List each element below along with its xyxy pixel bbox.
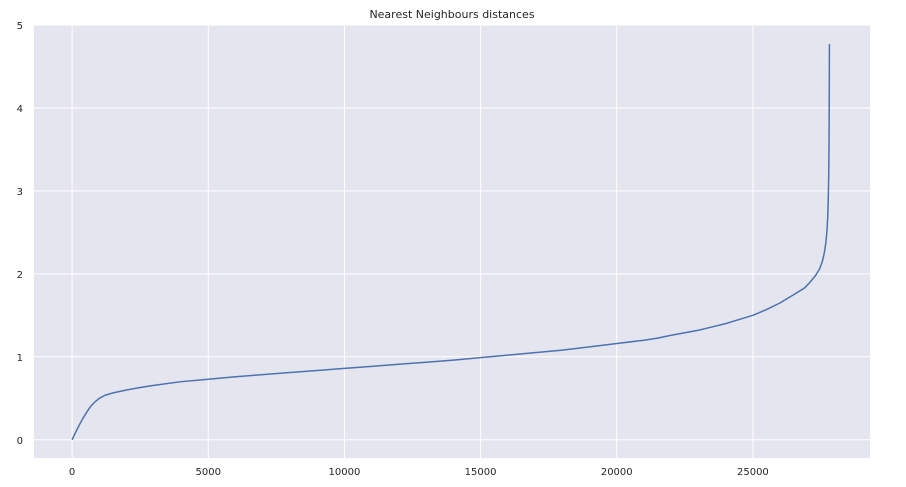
x-tick-label: 25000 bbox=[737, 467, 769, 478]
y-tick-label: 3 bbox=[17, 187, 23, 198]
grid bbox=[34, 24, 870, 458]
x-tick-label: 5000 bbox=[196, 467, 221, 478]
y-tick-label: 5 bbox=[17, 21, 23, 32]
y-tick-label: 4 bbox=[17, 104, 23, 115]
chart-title: Nearest Neighbours distances bbox=[369, 8, 534, 21]
y-tick-label: 1 bbox=[17, 353, 23, 364]
x-axis: 0 5000 10000 15000 20000 25000 bbox=[69, 467, 769, 478]
x-tick-label: 20000 bbox=[601, 467, 633, 478]
y-axis: 0 1 2 3 4 5 bbox=[17, 21, 23, 447]
plot-area bbox=[34, 25, 870, 458]
x-tick-label: 10000 bbox=[329, 467, 361, 478]
x-tick-label: 0 bbox=[69, 467, 75, 478]
x-tick-label: 15000 bbox=[465, 467, 497, 478]
y-tick-label: 0 bbox=[17, 436, 23, 447]
series-line bbox=[71, 44, 831, 441]
y-tick-label: 2 bbox=[17, 270, 23, 281]
